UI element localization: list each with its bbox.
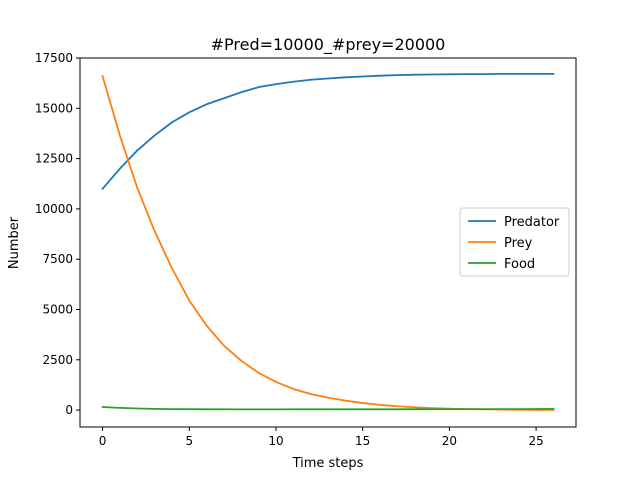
series-line-food xyxy=(101,406,555,411)
chart-title: #Pred=10000_#prey=20000 xyxy=(211,35,446,55)
legend-label-food: Food xyxy=(504,257,535,272)
x-axis-label: Time steps xyxy=(292,456,364,471)
plot-frame xyxy=(79,57,577,428)
legend-box xyxy=(459,207,570,277)
y-tick-label: 12500 xyxy=(35,152,73,166)
x-tick-label: 0 xyxy=(99,434,107,448)
x-tick-label: 25 xyxy=(528,434,543,448)
x-tick-label: 15 xyxy=(355,434,370,448)
y-tick-label: 0 xyxy=(65,403,73,417)
x-tick-label: 10 xyxy=(268,434,283,448)
series-line-predator xyxy=(101,72,555,191)
x-axis: 0 5 10 15 20 25 xyxy=(99,427,544,448)
y-tick-label: 2500 xyxy=(42,353,73,367)
x-tick-label: 20 xyxy=(442,434,457,448)
plot-area xyxy=(101,72,555,411)
legend-label-predator: Predator xyxy=(504,215,560,230)
y-axis: 0 2500 5000 7500 10000 12500 15000 17500 xyxy=(35,51,80,417)
y-tick-label: 5000 xyxy=(42,302,73,316)
legend-label-prey: Prey xyxy=(504,236,533,251)
y-tick-label: 15000 xyxy=(35,101,73,115)
y-tick-label: 10000 xyxy=(35,202,73,216)
legend: Predator Prey Food xyxy=(459,207,570,277)
y-tick-label: 7500 xyxy=(42,252,73,266)
y-tick-label: 17500 xyxy=(35,51,73,65)
x-tick-label: 5 xyxy=(185,434,193,448)
y-axis-label: Number xyxy=(7,216,22,269)
